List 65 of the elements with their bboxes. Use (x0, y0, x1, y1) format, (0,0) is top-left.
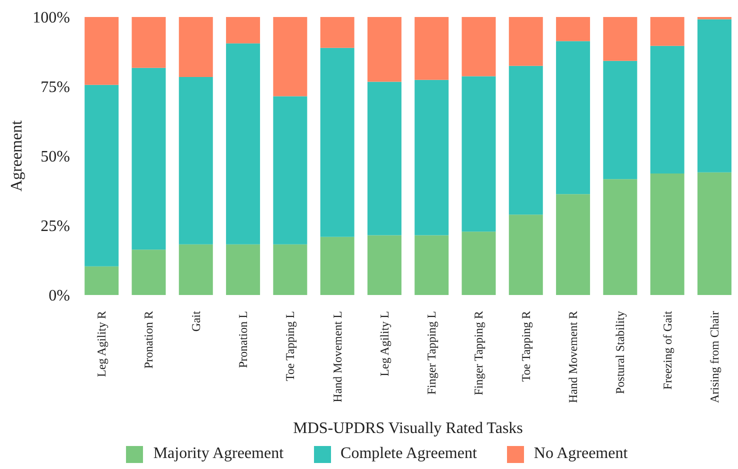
y-axis-title: Agreement (8, 120, 26, 192)
bar (508, 66, 543, 215)
bar (226, 43, 260, 244)
bar (273, 244, 308, 295)
bar (367, 235, 402, 295)
x-tick-label: Pronation L (236, 311, 250, 368)
bar (414, 80, 449, 236)
bar (273, 96, 308, 244)
x-tick-label: Toe Tapping L (283, 311, 298, 382)
x-tick-label: Arising from Chair (707, 311, 722, 403)
bar (508, 17, 543, 66)
bar (226, 17, 260, 44)
bar (367, 17, 402, 82)
bar (414, 235, 449, 295)
bar (556, 41, 590, 194)
y-tick-label: 75% (40, 79, 70, 96)
x-tick-label: Finger Tapping R (472, 311, 486, 396)
bar (320, 48, 354, 237)
y-tick-label: 100% (32, 10, 70, 27)
bar (462, 232, 496, 295)
x-tick-label: Toe Tapping R (518, 311, 533, 382)
bar (178, 17, 213, 78)
bar (650, 17, 684, 46)
bar (650, 46, 684, 174)
bar (178, 244, 213, 295)
bar (367, 82, 402, 236)
bar (697, 19, 732, 172)
legend-label: No Agreement (534, 445, 628, 463)
bar (508, 214, 543, 295)
bar (273, 17, 308, 96)
x-tick-label: Freezing of Gait (660, 310, 674, 390)
x-tick-label: Leg Agility L (377, 311, 392, 376)
legend-label: Complete Agreement (340, 445, 477, 463)
bar (603, 17, 638, 61)
bar (556, 194, 590, 295)
bar (178, 77, 213, 244)
bar (84, 266, 119, 295)
bar (650, 174, 684, 295)
x-tick-label: Gait (188, 310, 203, 332)
x-tick-label: Finger Tapping L (424, 311, 439, 395)
bar (697, 172, 732, 295)
x-tick-label: Leg Agility R (94, 311, 109, 377)
bar (320, 17, 354, 48)
bar (556, 17, 590, 42)
y-tick-label: 0% (48, 288, 70, 305)
bar (603, 179, 638, 295)
bar (226, 244, 260, 295)
legend-label: Majority Agreement (153, 445, 284, 463)
bar (320, 236, 354, 295)
bar (132, 17, 166, 68)
x-tick-label: Pronation R (142, 311, 156, 369)
y-tick-label: 25% (40, 218, 70, 236)
bar (132, 68, 166, 250)
x-tick-label: Hand Movement L (330, 311, 344, 402)
y-tick-label: 50% (40, 148, 70, 166)
bar (84, 17, 119, 85)
bar (603, 60, 638, 180)
bar (462, 76, 496, 232)
x-tick-label: Hand Movement R (566, 311, 580, 403)
x-tick-label: Postural Stability (613, 311, 628, 394)
x-axis-title: MDS-UPDRS Visually Rated Tasks (293, 420, 523, 437)
bar (414, 17, 449, 80)
bar (132, 250, 166, 295)
bar (462, 17, 496, 76)
bar (84, 84, 119, 266)
